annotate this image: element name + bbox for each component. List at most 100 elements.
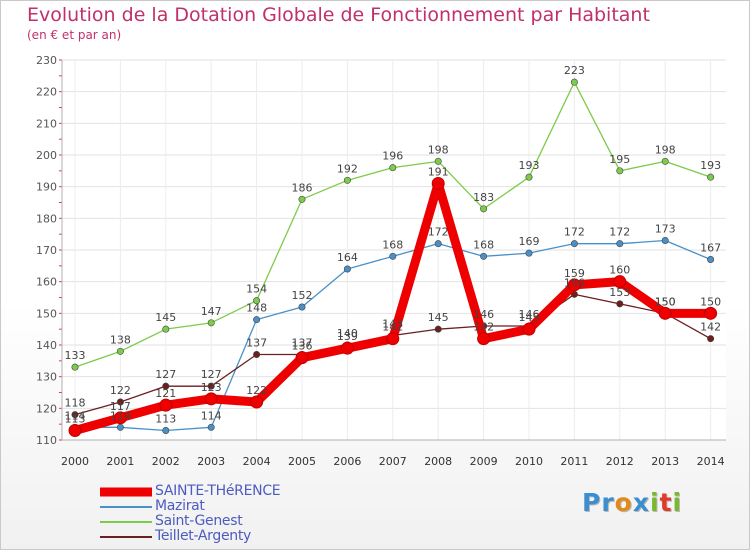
x-tick-label: 2002 (152, 455, 180, 468)
data-label-0: 122 (246, 384, 267, 397)
data-label-1: 114 (65, 409, 86, 422)
data-label-3: 150 (655, 295, 676, 308)
data-label-3: 146 (519, 308, 540, 321)
data-label-3: 156 (564, 276, 585, 289)
data-point-0 (431, 177, 445, 190)
data-label-0: 117 (110, 400, 131, 413)
data-label-3: 145 (428, 311, 449, 324)
data-point-0 (204, 392, 218, 406)
legend-swatch (100, 505, 152, 508)
y-tick-label: 120 (36, 402, 57, 415)
data-label-3: 127 (155, 368, 176, 381)
y-tick-label: 130 (36, 371, 57, 384)
data-point-0 (567, 278, 581, 292)
legend-item-0: SAINTE-THéRENCE (100, 483, 360, 499)
y-tick-label: 200 (36, 149, 57, 162)
logo-letter: t (659, 488, 673, 517)
x-tick-label: 2012 (606, 455, 634, 468)
legend-swatch (100, 520, 152, 523)
data-label-1: 172 (609, 226, 630, 239)
logo-letter: Pr (582, 488, 615, 517)
y-tick-label: 170 (36, 244, 57, 257)
data-label-3: 140 (337, 327, 358, 340)
data-label-3: 118 (65, 397, 86, 410)
data-point-2 (570, 78, 578, 86)
data-label-2: 195 (609, 153, 630, 166)
data-point-1 (570, 240, 578, 248)
legend-item-1: Mazirat (100, 498, 360, 514)
legend-label: Saint-Genest (155, 513, 243, 529)
x-tick-label: 2013 (651, 455, 679, 468)
x-tick-label: 2011 (560, 455, 588, 468)
data-label-1: 164 (337, 251, 358, 264)
x-tick-label: 2008 (424, 455, 452, 468)
data-point-3 (253, 350, 261, 358)
data-point-0 (704, 306, 718, 320)
data-label-2: 223 (564, 64, 585, 77)
data-label-1: 113 (155, 413, 176, 426)
data-point-2 (207, 319, 215, 327)
data-point-1 (207, 423, 215, 431)
legend-item-2: Saint-Genest (100, 513, 360, 529)
data-label-0: 160 (609, 264, 630, 277)
legend: SAINTE-THéRENCE Mazirat Saint-Genest Teille… (100, 483, 360, 544)
data-point-3 (162, 382, 170, 390)
data-point-2 (71, 363, 79, 371)
data-label-1: 167 (700, 242, 721, 255)
data-point-2 (116, 347, 124, 355)
data-point-1 (661, 237, 669, 245)
data-point-0 (386, 332, 400, 346)
data-point-1 (389, 252, 397, 260)
data-point-3 (207, 382, 215, 390)
data-point-2 (480, 205, 488, 213)
logo-letter: o (614, 488, 633, 517)
data-label-3: 137 (292, 337, 313, 350)
proxiti-logo: Proxiti (582, 488, 682, 517)
data-label-2: 193 (519, 159, 540, 172)
data-label-1: 168 (382, 238, 403, 251)
data-label-0: 121 (155, 387, 176, 400)
chart-title: Evolution de la Dotation Globale de Fonc… (27, 4, 650, 26)
logo-letter: i (649, 488, 660, 517)
data-label-2: 186 (292, 181, 313, 194)
data-point-2 (661, 157, 669, 165)
data-point-1 (298, 303, 306, 311)
data-label-2: 198 (428, 143, 449, 156)
chart-subtitle: (en € et par an) (27, 28, 122, 42)
data-label-2: 183 (473, 191, 494, 204)
data-label-0: 139 (337, 330, 358, 343)
data-label-3: 153 (609, 286, 630, 299)
data-label-3: 122 (110, 384, 131, 397)
data-point-0 (113, 411, 127, 425)
data-point-1 (253, 316, 261, 324)
data-point-2 (525, 173, 533, 181)
data-label-1: 172 (564, 226, 585, 239)
x-tick-label: 2007 (379, 455, 407, 468)
data-point-2 (253, 297, 261, 305)
legend-swatch (100, 487, 152, 496)
data-point-3 (71, 411, 79, 419)
x-tick-label: 2003 (197, 455, 225, 468)
data-point-0 (295, 351, 309, 365)
data-point-1 (162, 426, 170, 434)
data-label-2: 147 (201, 305, 222, 318)
data-label-0: 142 (382, 321, 403, 334)
data-label-1: 114 (110, 409, 131, 422)
y-tick-label: 150 (36, 307, 57, 320)
data-label-0: 145 (519, 311, 540, 324)
data-point-1 (707, 255, 715, 263)
x-tick-label: 2001 (106, 455, 134, 468)
data-label-0: 150 (700, 295, 721, 308)
data-label-3: 142 (700, 321, 721, 334)
data-label-0: 142 (473, 321, 494, 334)
data-point-1 (480, 252, 488, 260)
data-label-3: 146 (473, 308, 494, 321)
data-label-1: 169 (519, 235, 540, 248)
data-point-2 (616, 167, 624, 175)
data-point-0 (477, 332, 491, 346)
data-point-3 (616, 300, 624, 308)
y-tick-label: 210 (36, 117, 57, 130)
data-label-2: 138 (110, 333, 131, 346)
y-tick-label: 180 (36, 212, 57, 225)
